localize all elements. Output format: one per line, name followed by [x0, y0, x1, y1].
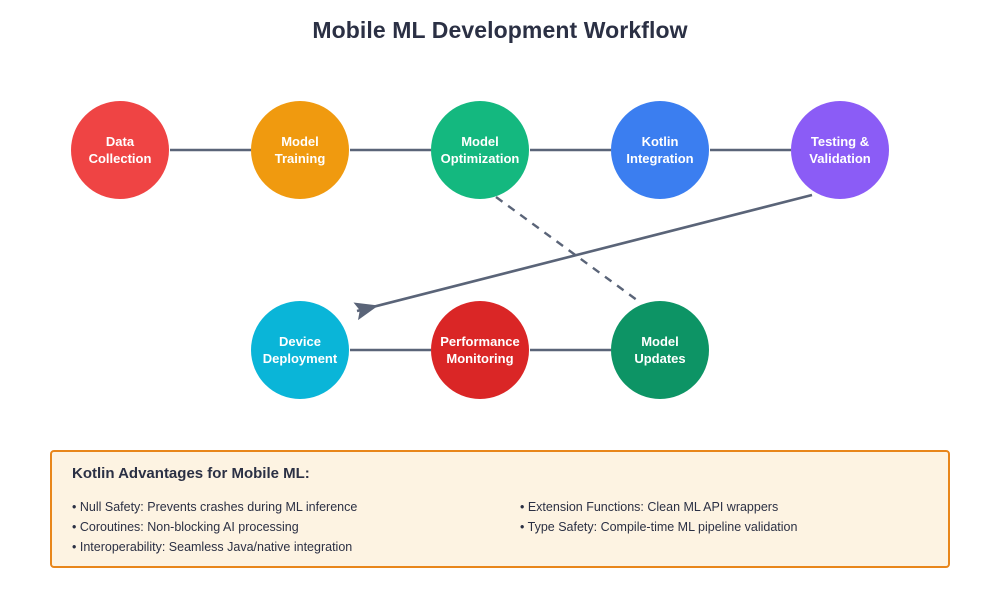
- edge-model-optimization-model-updates: [495, 196, 642, 304]
- advantage-item-right-2: • Type Safety: Compile-time ML pipeline …: [520, 520, 798, 534]
- advantage-item-left-2: • Coroutines: Non-blocking AI processing: [72, 520, 299, 534]
- info-panel-right-column: • Extension Functions: Clean ML API wrap…: [500, 497, 948, 557]
- node-label-model-updates: Model Updates: [634, 333, 686, 367]
- node-device-deployment[interactable]: Device Deployment: [251, 301, 349, 399]
- node-label-model-training: Model Training: [274, 133, 326, 167]
- edge-testing-validation-device-deployment: [353, 193, 813, 321]
- node-model-optimization[interactable]: Model Optimization: [431, 101, 529, 199]
- info-panel-left-column: • Null Safety: Prevents crashes during M…: [52, 497, 500, 557]
- info-panel-columns: • Null Safety: Prevents crashes during M…: [52, 497, 948, 557]
- node-label-testing-validation: Testing & Validation: [809, 133, 871, 167]
- advantage-item-left-1: • Null Safety: Prevents crashes during M…: [72, 500, 358, 514]
- node-data-collection[interactable]: Data Collection: [71, 101, 169, 199]
- node-performance-monitoring[interactable]: Performance Monitoring: [431, 301, 529, 399]
- node-label-performance-monitoring: Performance Monitoring: [440, 333, 520, 367]
- advantage-item-left-3: • Interoperability: Seamless Java/native…: [72, 540, 353, 554]
- node-kotlin-integration[interactable]: Kotlin Integration: [611, 101, 709, 199]
- node-label-device-deployment: Device Deployment: [262, 333, 338, 367]
- page-title: Mobile ML Development Workflow: [312, 17, 688, 43]
- node-testing-validation[interactable]: Testing & Validation: [791, 101, 889, 199]
- advantage-item-right-1: • Extension Functions: Clean ML API wrap…: [520, 500, 779, 514]
- info-panel-title: Kotlin Advantages for Mobile ML:: [72, 465, 310, 482]
- node-label-data-collection: Data Collection: [88, 133, 152, 167]
- node-model-updates[interactable]: Model Updates: [611, 301, 709, 399]
- node-model-training[interactable]: Model Training: [251, 101, 349, 199]
- node-label-model-optimization: Model Optimization: [440, 133, 520, 167]
- kotlin-advantages-panel: Kotlin Advantages for Mobile ML: • Null …: [50, 450, 950, 568]
- node-label-kotlin-integration: Kotlin Integration: [626, 133, 694, 167]
